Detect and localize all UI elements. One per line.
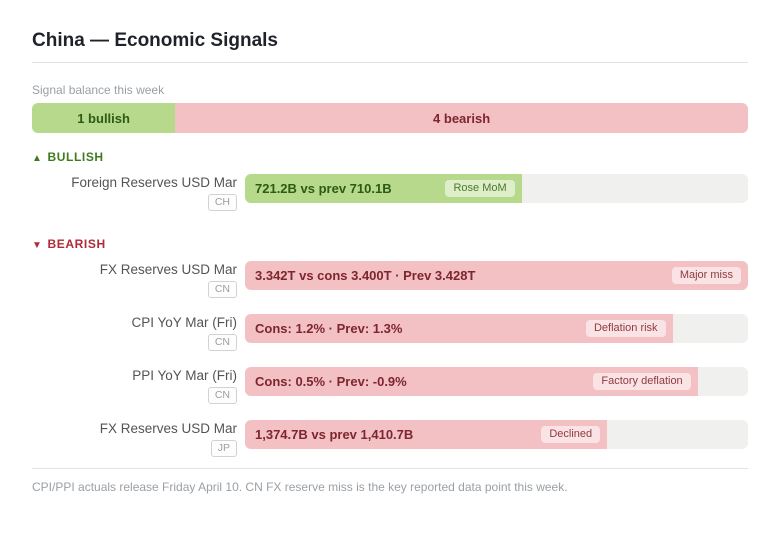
indicator-label-column: PPI YoY Mar (Fri) CN <box>32 367 237 404</box>
indicator-label-column: Foreign Reserves USD Mar CH <box>32 174 237 211</box>
section-bearish: ▼ BEARISH FX Reserves USD Mar CN 3.342T v… <box>32 237 748 457</box>
indicator-label-column: CPI YoY Mar (Fri) CN <box>32 314 237 351</box>
title-divider <box>32 62 748 63</box>
signal-value: Cons: 0.5% · Prev: -0.9% <box>255 374 407 389</box>
indicator-label: FX Reserves USD Mar <box>99 262 237 277</box>
bearish-section-header: ▼ BEARISH <box>32 237 748 251</box>
signal-bar-track: 1,374.7B vs prev 1,410.7B Declined <box>245 420 748 449</box>
country-badge: JP <box>210 440 237 457</box>
triangle-up-icon: ▲ <box>32 153 43 164</box>
bullish-section-title: BULLISH <box>47 150 104 164</box>
indicator-label: Foreign Reserves USD Mar <box>71 175 237 190</box>
signal-bar-track: 3.342T vs cons 3.400T · Prev 3.428T Majo… <box>245 261 748 290</box>
signal-value: 1,374.7B vs prev 1,410.7B <box>255 427 414 442</box>
signal-row-fx-reserves-jp: FX Reserves USD Mar JP 1,374.7B vs prev … <box>32 420 748 457</box>
signal-row-foreign-reserves-ch: Foreign Reserves USD Mar CH 721.2B vs pr… <box>32 174 748 211</box>
signal-row-ppi-cn: PPI YoY Mar (Fri) CN Cons: 0.5% · Prev: … <box>32 367 748 404</box>
signal-value: Cons: 1.2% · Prev: 1.3% <box>255 321 403 336</box>
triangle-down-icon: ▼ <box>32 240 43 251</box>
page-title: China — Economic Signals <box>32 30 278 51</box>
footer-note: CPI/PPI actuals release Friday April 10.… <box>32 480 568 494</box>
indicator-label: PPI YoY Mar (Fri) <box>132 368 237 383</box>
indicator-label: CPI YoY Mar (Fri) <box>131 315 237 330</box>
indicator-label: FX Reserves USD Mar <box>99 421 237 436</box>
signal-value: 3.342T vs cons 3.400T · Prev 3.428T <box>255 268 476 283</box>
country-badge: CH <box>207 194 237 211</box>
indicator-label-column: FX Reserves USD Mar CN <box>32 261 237 298</box>
signal-value: 721.2B vs prev 710.1B <box>255 181 392 196</box>
balance-caption: Signal balance this week <box>32 83 165 97</box>
bearish-balance-segment: 4 bearish <box>175 103 748 133</box>
bullish-section-header: ▲ BULLISH <box>32 150 748 164</box>
section-bullish: ▲ BULLISH Foreign Reserves USD Mar CH 721… <box>32 150 748 211</box>
signal-row-fx-reserves-cn: FX Reserves USD Mar CN 3.342T vs cons 3.… <box>32 261 748 298</box>
bullish-balance-segment: 1 bullish <box>32 103 176 133</box>
bearish-count-label: 4 bearish <box>433 110 491 126</box>
signal-bar-fill: Cons: 0.5% · Prev: -0.9% Factory deflati… <box>245 367 698 396</box>
bullish-count-label: 1 bullish <box>77 110 130 126</box>
signal-tag: Rose MoM <box>445 180 515 197</box>
indicator-label-column: FX Reserves USD Mar JP <box>32 420 237 457</box>
signal-bar-fill: Cons: 1.2% · Prev: 1.3% Deflation risk <box>245 314 673 343</box>
signal-tag: Declined <box>541 426 601 443</box>
signal-bar-track: Cons: 0.5% · Prev: -0.9% Factory deflati… <box>245 367 748 396</box>
signal-bar-fill: 3.342T vs cons 3.400T · Prev 3.428T Majo… <box>245 261 748 290</box>
country-badge: CN <box>207 334 237 351</box>
country-badge: CN <box>207 281 237 298</box>
signal-bar-track: 721.2B vs prev 710.1B Rose MoM <box>245 174 748 203</box>
signal-balance-bar: 1 bullish 4 bearish <box>32 103 748 133</box>
page: China — Economic Signals Signal balance … <box>0 30 780 494</box>
footer-divider <box>32 468 748 469</box>
signal-bar-track: Cons: 1.2% · Prev: 1.3% Deflation risk <box>245 314 748 343</box>
signal-row-cpi-cn: CPI YoY Mar (Fri) CN Cons: 1.2% · Prev: … <box>32 314 748 351</box>
signal-tag: Factory deflation <box>593 373 691 390</box>
signal-tag: Deflation risk <box>585 320 666 337</box>
signal-tag: Major miss <box>671 267 741 284</box>
signal-bar-fill: 721.2B vs prev 710.1B Rose MoM <box>245 174 522 203</box>
bearish-section-title: BEARISH <box>47 237 106 251</box>
country-badge: CN <box>207 387 237 404</box>
signal-bar-fill: 1,374.7B vs prev 1,410.7B Declined <box>245 420 608 449</box>
